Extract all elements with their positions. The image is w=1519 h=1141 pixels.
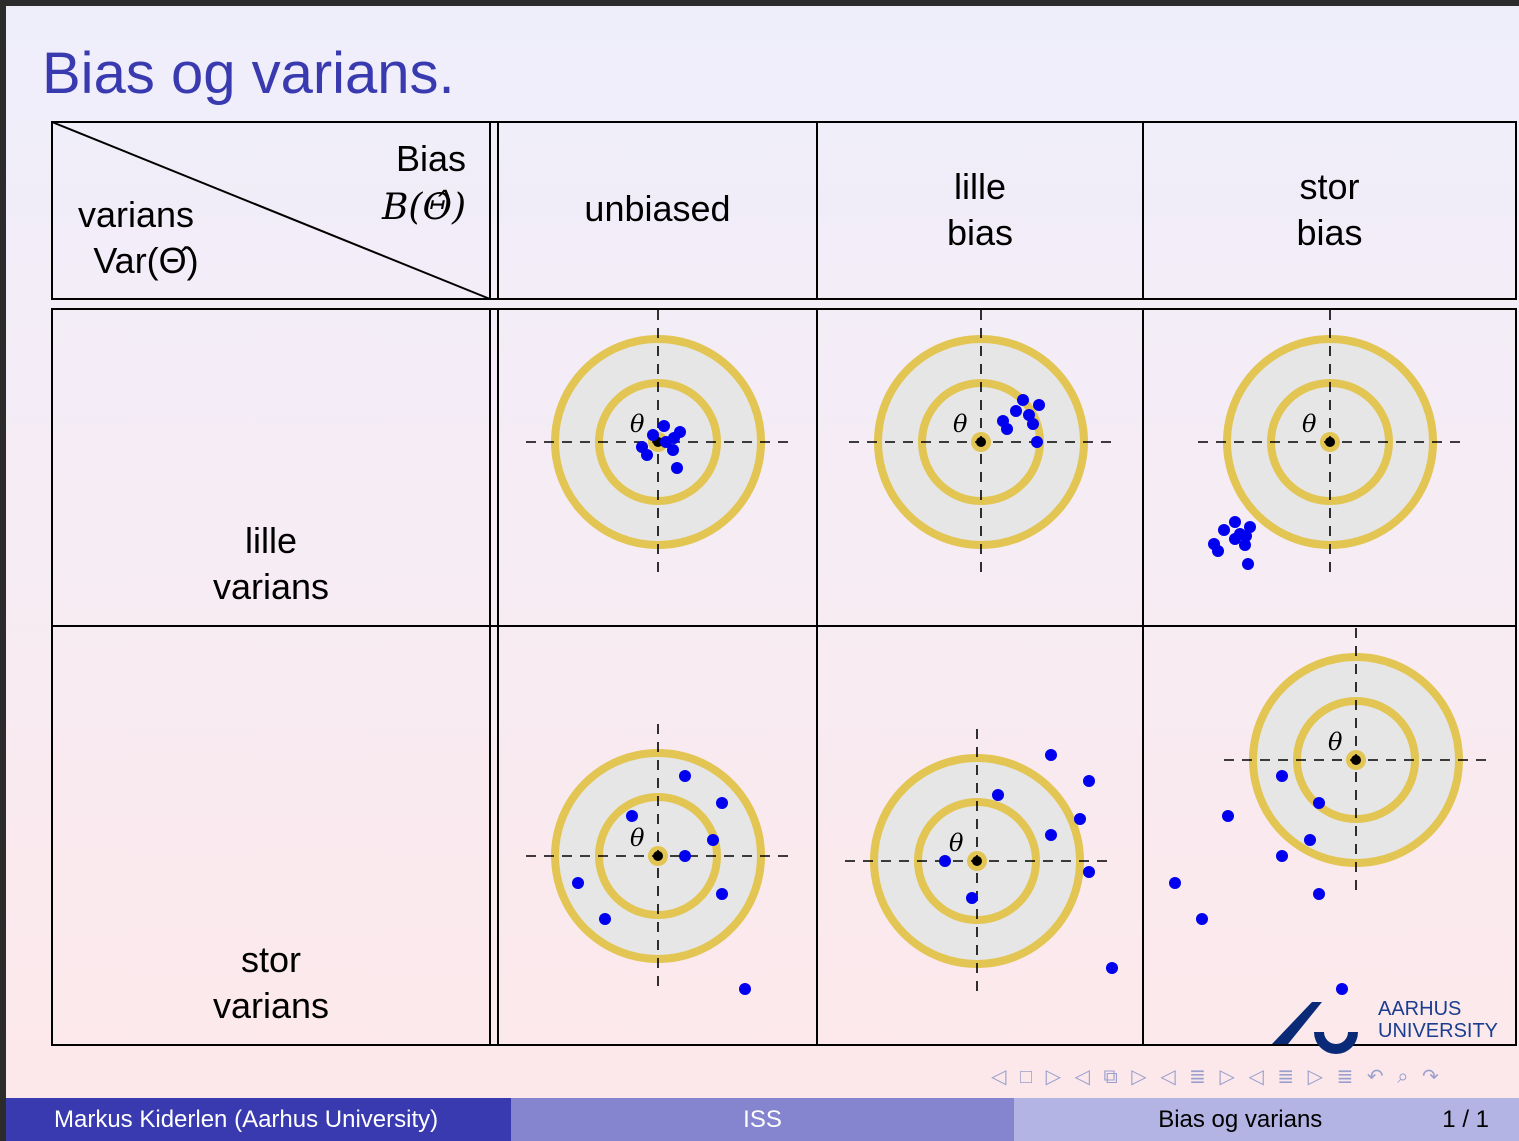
theta-label: θ xyxy=(1302,410,1317,438)
theta-label: θ xyxy=(630,824,645,852)
target-large-bias-large-var: θ xyxy=(1169,628,1488,995)
estimate-dot xyxy=(1229,533,1241,545)
estimate-dot xyxy=(1304,834,1316,846)
theta-label: θ xyxy=(630,410,645,438)
col-header-stor-bias: stor bias xyxy=(1296,166,1363,253)
body-frame xyxy=(51,308,1517,1046)
corner-var-math: Var(Θ̂) xyxy=(93,240,199,281)
estimate-dot xyxy=(668,432,680,444)
beamer-navigation[interactable]: ◁ □ ▷ ◁ ⧉ ▷ ◁ ≣ ▷ ◁ ≣ ▷ ≣ ↶ ⌕ ↷ xyxy=(991,1066,1443,1088)
theta-point xyxy=(972,856,982,866)
theta-label: θ xyxy=(1328,728,1343,756)
estimate-dot xyxy=(1017,394,1029,406)
estimate-dot xyxy=(1313,888,1325,900)
footer-author: Markus Kiderlen (Aarhus University) xyxy=(6,1098,511,1141)
corner-var-label: varians xyxy=(77,194,195,235)
estimate-dot xyxy=(667,444,679,456)
estimate-dot xyxy=(1169,877,1181,889)
estimate-dot xyxy=(1083,866,1095,878)
estimate-dot xyxy=(1033,399,1045,411)
target-large-bias-small-var: θ xyxy=(1198,310,1462,574)
estimate-dot xyxy=(1229,516,1241,528)
footer-page-number: 1 / 1 xyxy=(1442,1105,1489,1133)
estimate-dot xyxy=(1212,545,1224,557)
theta-point xyxy=(653,851,663,861)
theta-label: θ xyxy=(949,829,964,857)
estimate-dot xyxy=(1045,749,1057,761)
estimate-dot xyxy=(1218,524,1230,536)
estimate-dot xyxy=(1023,409,1035,421)
bias-variance-grid: θ θ θ θ θ θ xyxy=(51,121,1517,1046)
estimate-dot xyxy=(572,877,584,889)
estimate-dot xyxy=(647,429,659,441)
estimate-dot xyxy=(1222,810,1234,822)
estimate-dot xyxy=(1239,539,1251,551)
footer: Markus Kiderlen (Aarhus University) ISS … xyxy=(6,1098,1519,1141)
estimate-dot xyxy=(716,797,728,809)
estimate-dot xyxy=(1083,775,1095,787)
estimate-dot xyxy=(739,983,751,995)
theta-label: θ xyxy=(953,410,968,438)
theta-point xyxy=(1325,437,1335,447)
estimate-dot xyxy=(1240,530,1252,542)
estimate-dot xyxy=(1001,423,1013,435)
target-small-bias-small-var: θ xyxy=(849,310,1113,574)
estimate-dot xyxy=(679,770,691,782)
row-header-stor-varians: stor varians xyxy=(212,939,330,1026)
estimate-dot xyxy=(1242,558,1254,570)
row-header-lille-varians: lille varians xyxy=(212,520,330,607)
aarhus-university-logo xyxy=(1272,1002,1358,1054)
header-row-frame xyxy=(51,121,1517,300)
estimate-dot xyxy=(641,449,653,461)
estimate-dot xyxy=(671,462,683,474)
corner-diagonal xyxy=(51,121,491,300)
estimate-dot xyxy=(679,850,691,862)
footer-section: Bias og varians 1 / 1 xyxy=(1014,1098,1519,1141)
estimate-dot xyxy=(658,420,670,432)
theta-point xyxy=(976,437,986,447)
estimate-dot xyxy=(1045,829,1057,841)
estimate-dot xyxy=(1336,983,1348,995)
estimate-dot xyxy=(1244,521,1256,533)
estimate-dot xyxy=(1106,962,1118,974)
estimate-dot xyxy=(716,888,728,900)
corner-bias-label: Bias xyxy=(395,138,466,179)
estimate-dot xyxy=(626,810,638,822)
target-unbiased-large-var: θ xyxy=(526,724,790,995)
col-header-unbiased: unbiased xyxy=(584,188,731,229)
slide-title: Bias og varians. xyxy=(42,41,455,106)
estimate-dot xyxy=(1276,770,1288,782)
estimate-dot xyxy=(599,913,611,925)
estimate-dot xyxy=(1010,405,1022,417)
theta-point xyxy=(1351,755,1361,765)
estimate-dot xyxy=(992,789,1004,801)
target-unbiased-small-var: θ xyxy=(526,310,790,574)
logo-text: AARHUS UNIVERSITY xyxy=(1378,998,1499,1042)
corner-bias-math: B(Θ̂) xyxy=(381,187,466,228)
estimate-dot xyxy=(939,855,951,867)
estimate-dot xyxy=(1031,436,1043,448)
slide: Bias og varians. θ θ θ θ θ θ Bias B(Θ̂) varia… xyxy=(6,6,1519,1141)
estimate-dot xyxy=(1313,797,1325,809)
estimate-dot xyxy=(966,892,978,904)
estimate-dot xyxy=(1196,913,1208,925)
estimate-dot xyxy=(1027,418,1039,430)
estimate-dot xyxy=(1074,813,1086,825)
estimate-dot xyxy=(1276,850,1288,862)
footer-short-title: ISS xyxy=(511,1098,1014,1141)
col-header-lille-bias: lille bias xyxy=(946,166,1014,253)
estimate-dot xyxy=(707,834,719,846)
target-small-bias-large-var: θ xyxy=(845,729,1118,993)
